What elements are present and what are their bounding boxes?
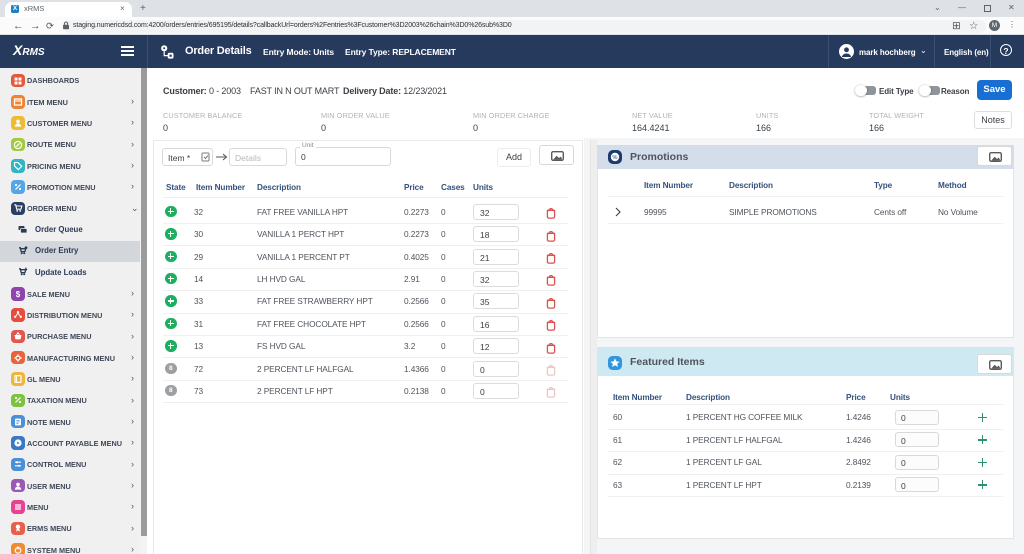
svg-text:$: $ bbox=[16, 290, 21, 299]
svg-text:%: % bbox=[612, 155, 617, 161]
